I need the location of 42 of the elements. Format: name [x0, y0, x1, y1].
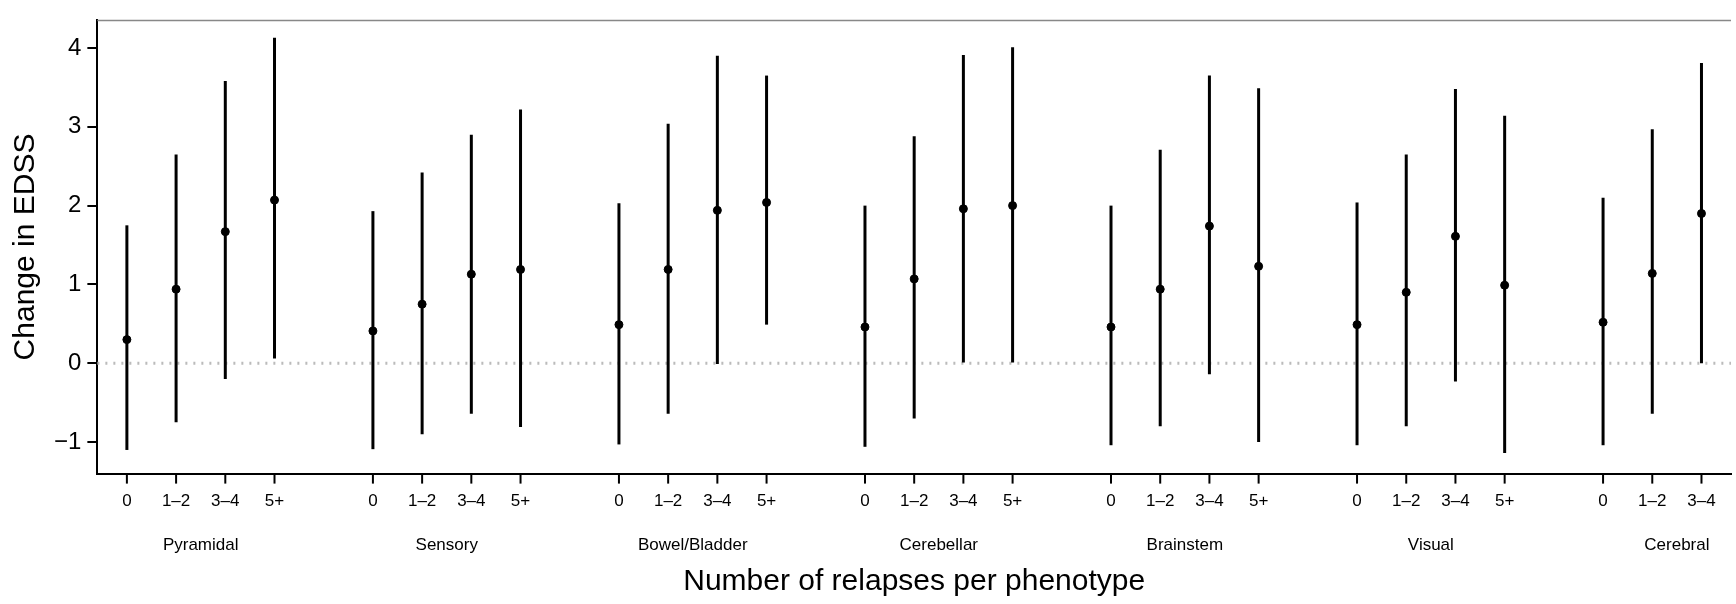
x-tick-label: 1–2	[1146, 491, 1175, 511]
text: Bowel/Bladder	[637, 535, 748, 555]
x-tick-label: 0	[1598, 491, 1608, 511]
y-tick-label: 2	[68, 190, 82, 218]
text: Cerebellar	[899, 535, 979, 555]
y-tick-label: 1	[68, 269, 82, 297]
x-tick-label: 5+	[1002, 491, 1023, 511]
y-tick-label: 3	[68, 111, 82, 139]
x-tick-label: 3–4	[1441, 491, 1470, 511]
x-tick-label: 3–4	[1687, 491, 1716, 511]
y-axis-title: Change in EDSS	[7, 133, 41, 361]
x-tick-label: 0	[368, 491, 378, 511]
x-tick-label: 1–2	[407, 491, 437, 511]
x-axis-title: Number of relapses per phenotype	[683, 563, 1146, 597]
x-tick-label: 5+	[756, 491, 777, 511]
x-tick-label: 1–2	[653, 491, 683, 511]
text: Visual	[1407, 535, 1454, 555]
x-tick-label: 3–4	[211, 491, 240, 511]
x-tick-label: 5+	[510, 491, 531, 511]
x-tick-label: 1–2	[161, 491, 191, 511]
text: Cerebral	[1644, 535, 1710, 555]
x-tick-label: 3–4	[1195, 491, 1224, 511]
x-tick-label: 1–2	[1392, 491, 1421, 511]
x-tick-label: 5+	[264, 491, 285, 511]
x-tick-label: 5+	[1494, 491, 1515, 511]
x-tick-label: 3–4	[949, 491, 978, 511]
text: Brainstem	[1146, 535, 1224, 555]
x-tick-label: 3–4	[457, 491, 486, 511]
x-tick-label: 0	[122, 491, 132, 511]
y-tick-label: 4	[68, 32, 82, 60]
x-tick-label: 0	[1106, 491, 1116, 511]
text: Sensory	[415, 535, 479, 555]
x-tick-label: 0	[860, 491, 870, 511]
text: Pyramidal	[162, 535, 239, 555]
y-tick-label: −1	[53, 426, 82, 454]
x-tick-label: 0	[614, 491, 624, 511]
x-tick-label: 0	[1352, 491, 1362, 511]
x-tick-label: 1–2	[899, 491, 929, 511]
x-tick-label: 5+	[1248, 491, 1269, 511]
x-tick-label: 3–4	[703, 491, 732, 511]
x-tick-label: 1–2	[1638, 491, 1667, 511]
y-tick-label: 0	[68, 347, 82, 375]
